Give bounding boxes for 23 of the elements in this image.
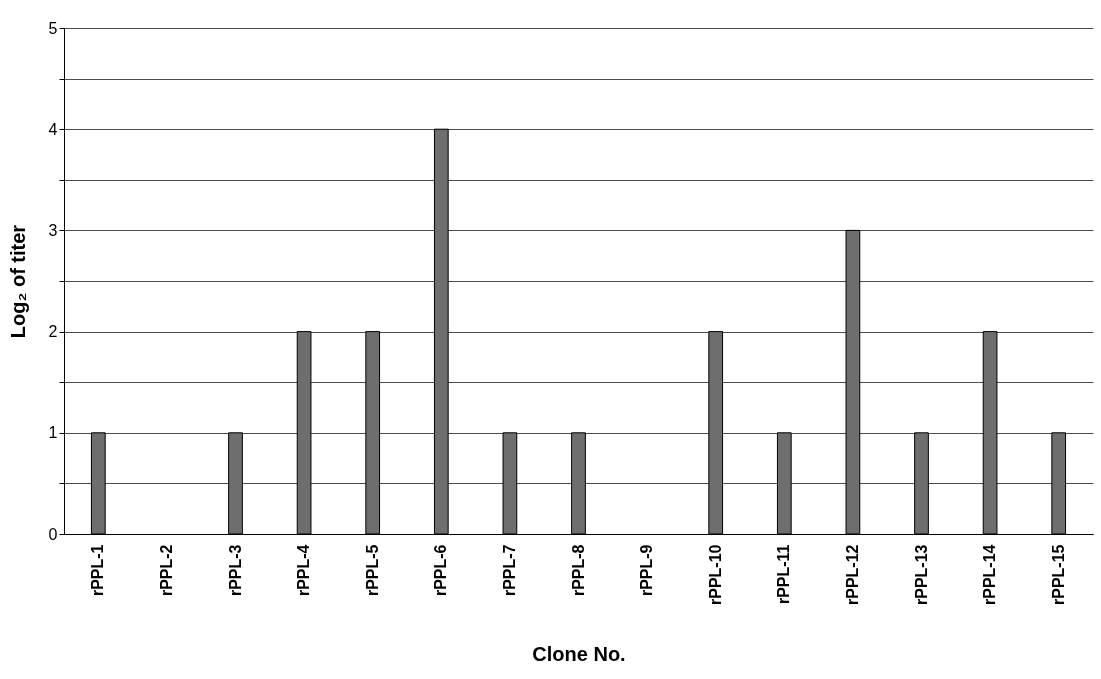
x-tick-label: rPPL-15 [1049,544,1067,605]
x-tick-label: rPPL-9 [638,544,656,597]
x-tick-label: rPPL-14 [981,544,999,605]
x-tick-label: rPPL-10 [706,544,724,605]
x-tick-label: rPPL-8 [569,544,587,597]
x-tick-label: rPPL-3 [226,544,244,597]
x-tick-label: rPPL-6 [432,544,450,597]
y-tick-label: 0 [48,525,58,543]
x-tick-label: rPPL-11 [775,544,793,605]
y-tick-label: 4 [48,120,58,138]
x-tick-label: rPPL-4 [295,544,313,597]
x-tick-label: rPPL-13 [912,544,930,605]
y-axis-title: Log₂ of titer [6,224,29,339]
x-tick-label: rPPL-1 [89,544,107,597]
x-tick-label: rPPL-12 [843,544,861,605]
x-tick-label: rPPL-7 [500,544,518,597]
x-axis-title: Clone No. [532,642,626,665]
y-tick-label: 2 [48,323,58,341]
y-tick-label: 5 [48,19,58,37]
x-tick-label: rPPL-5 [363,544,381,597]
x-tick-label: rPPL-2 [157,544,175,597]
y-tick-label: 3 [48,221,58,239]
y-tick-label: 1 [48,424,58,442]
